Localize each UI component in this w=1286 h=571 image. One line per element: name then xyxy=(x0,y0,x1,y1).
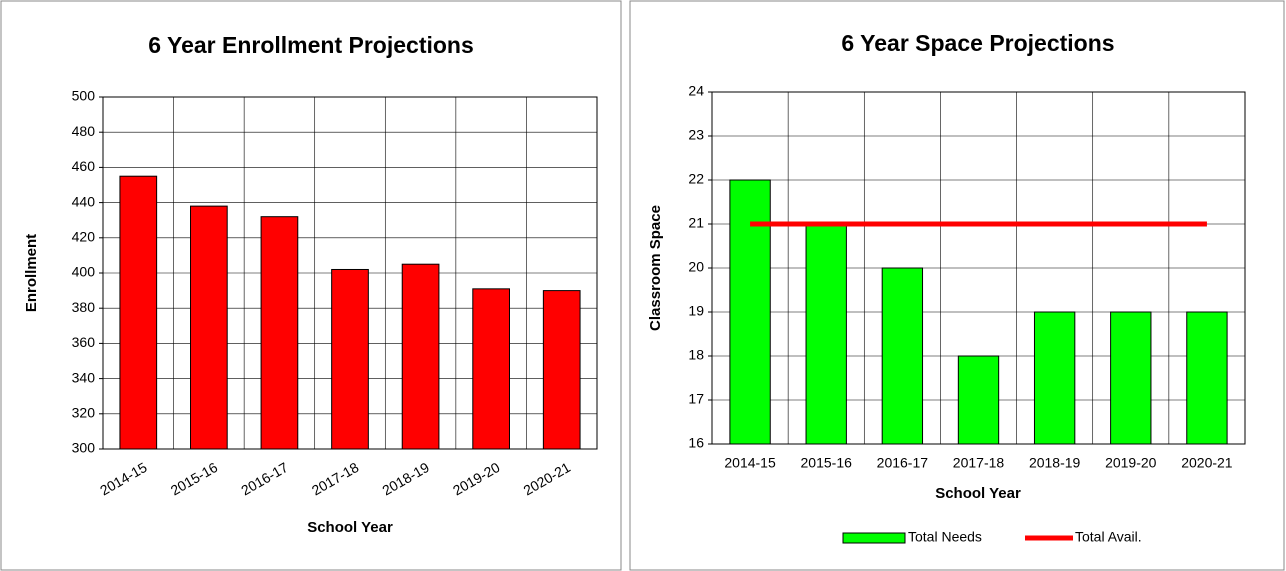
y-axis-label: Enrollment xyxy=(23,234,40,312)
y-tick-label: 24 xyxy=(688,83,704,99)
x-tick-label: 2018-19 xyxy=(1029,455,1081,471)
y-tick-label: 300 xyxy=(72,440,96,456)
x-tick-label: 2020-21 xyxy=(1181,455,1233,471)
x-tick-label: 2014-15 xyxy=(724,455,776,471)
y-tick-label: 460 xyxy=(72,158,96,174)
bar xyxy=(1186,311,1228,445)
y-tick-label: 380 xyxy=(72,299,96,315)
y-tick-label: 16 xyxy=(688,435,704,451)
bar xyxy=(805,223,847,445)
y-tick-label: 360 xyxy=(72,334,96,350)
y-tick-label: 400 xyxy=(72,264,96,280)
bar xyxy=(472,288,510,450)
y-tick-label: 17 xyxy=(688,391,704,407)
chart-title: 6 Year Space Projections xyxy=(841,30,1114,56)
legend-label: Total Avail. xyxy=(1075,529,1142,545)
y-tick-label: 19 xyxy=(688,303,704,319)
bar xyxy=(729,179,771,445)
y-axis-label: Classroom Space xyxy=(647,205,664,331)
bar xyxy=(331,268,369,450)
y-tick-label: 340 xyxy=(72,369,96,385)
y-tick-label: 480 xyxy=(72,123,96,139)
legend-label: Total Needs xyxy=(908,529,982,545)
bar xyxy=(881,267,924,445)
x-tick-label: 2019-20 xyxy=(1105,455,1157,471)
bar xyxy=(957,355,1000,445)
y-tick-label: 440 xyxy=(72,193,96,209)
y-tick-label: 500 xyxy=(72,88,96,104)
y-tick-label: 18 xyxy=(688,347,704,363)
legend-swatch xyxy=(842,532,906,544)
x-tick-label: 2015-16 xyxy=(801,455,853,471)
x-axis-label: School Year xyxy=(307,519,393,536)
x-axis-label: School Year xyxy=(935,485,1021,502)
bar xyxy=(260,216,299,450)
y-tick-label: 22 xyxy=(688,171,704,187)
y-tick-label: 23 xyxy=(688,127,704,143)
chart-title: 6 Year Enrollment Projections xyxy=(148,32,474,58)
x-tick-label: 2017-18 xyxy=(953,455,1005,471)
bar xyxy=(119,175,158,450)
bar xyxy=(1033,311,1076,445)
bar xyxy=(1110,311,1152,445)
y-tick-label: 420 xyxy=(72,229,96,245)
bar xyxy=(190,205,228,450)
y-tick-label: 21 xyxy=(688,215,704,231)
bar xyxy=(401,263,440,450)
y-tick-label: 320 xyxy=(72,405,96,421)
bar xyxy=(542,290,581,450)
y-tick-label: 20 xyxy=(688,259,704,275)
x-tick-label: 2016-17 xyxy=(877,455,929,471)
